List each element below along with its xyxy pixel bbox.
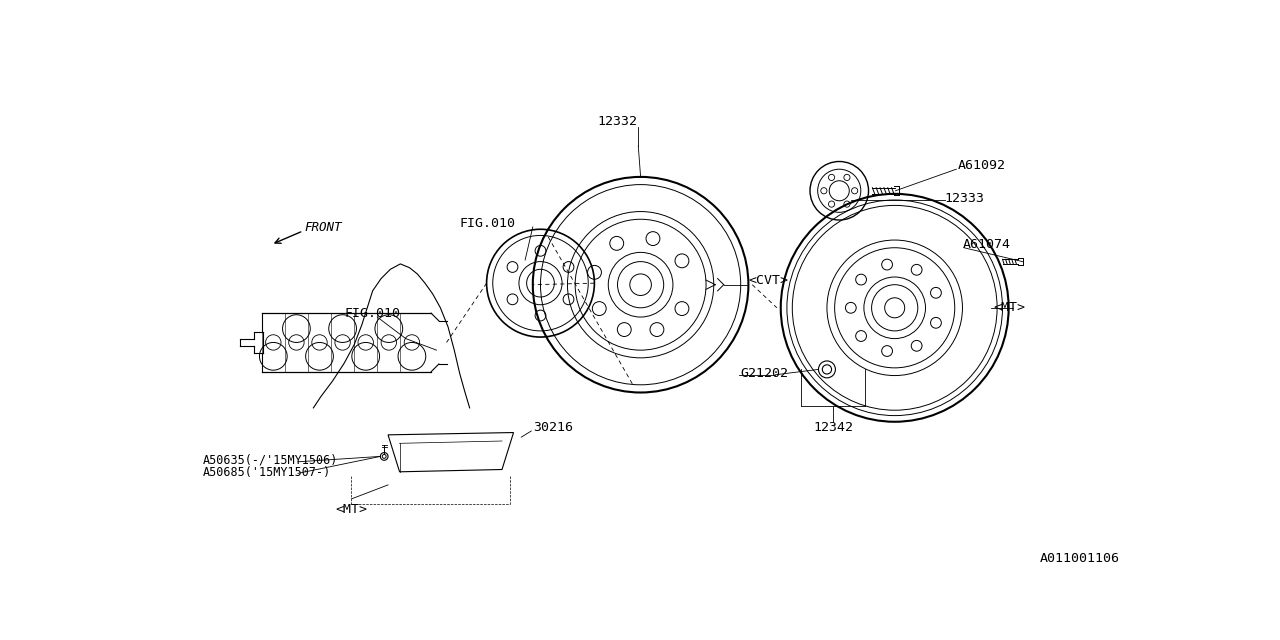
Text: 12332: 12332 xyxy=(598,115,637,128)
Text: 12333: 12333 xyxy=(945,192,984,205)
Text: FIG.010: FIG.010 xyxy=(460,216,516,230)
Text: <MT>: <MT> xyxy=(993,301,1025,314)
Text: A61074: A61074 xyxy=(963,238,1010,251)
Text: A011001106: A011001106 xyxy=(1039,552,1120,564)
Text: FIG.010: FIG.010 xyxy=(344,307,401,321)
Text: <MT>: <MT> xyxy=(335,503,367,516)
Text: A50685('15MY1507-): A50685('15MY1507-) xyxy=(204,466,332,479)
Text: <CVT>: <CVT> xyxy=(749,275,788,287)
Text: 12342: 12342 xyxy=(813,420,852,434)
Text: 30216: 30216 xyxy=(532,421,573,435)
Text: G21202: G21202 xyxy=(741,367,788,380)
Polygon shape xyxy=(388,433,513,472)
Text: A61092: A61092 xyxy=(957,159,1006,172)
Text: A50635(-/'15MY1506): A50635(-/'15MY1506) xyxy=(204,454,339,467)
Text: FRONT: FRONT xyxy=(305,221,342,234)
